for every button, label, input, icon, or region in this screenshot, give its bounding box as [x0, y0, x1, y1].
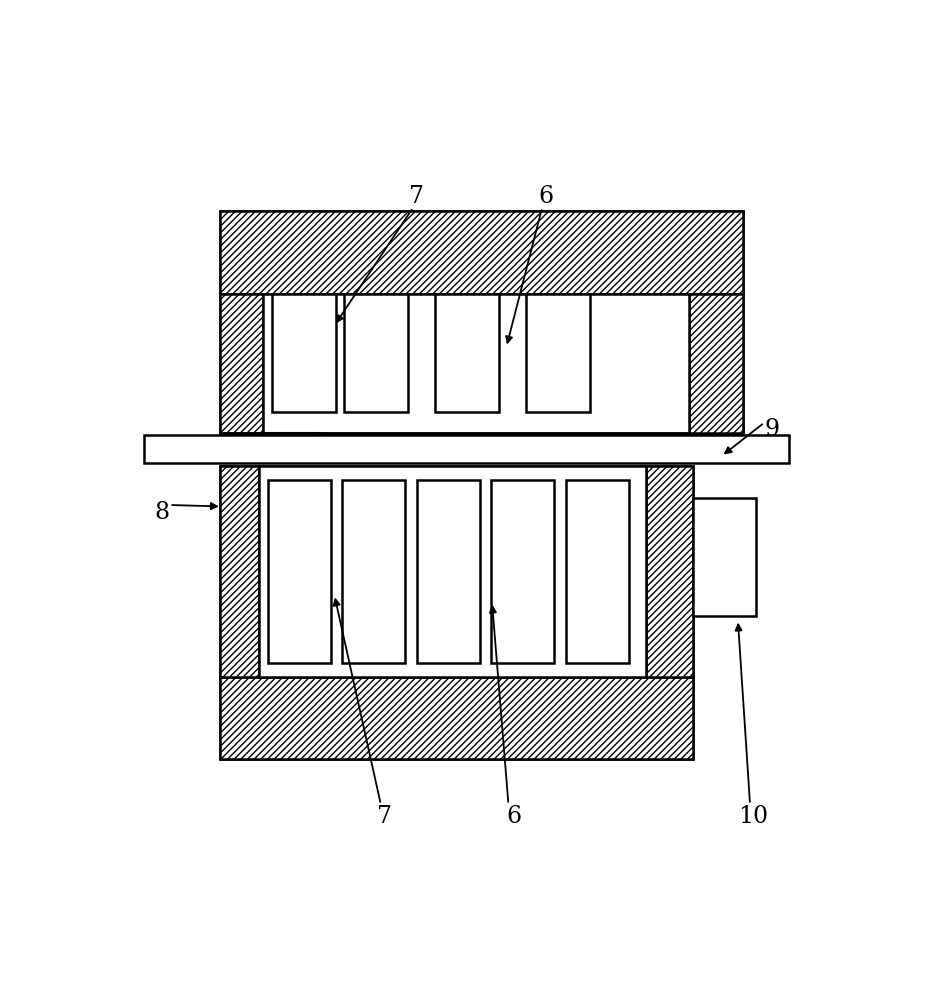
Bar [646, 466, 693, 677]
Bar [525, 294, 590, 412]
Bar [263, 433, 316, 435]
Bar [219, 211, 743, 294]
Bar [219, 677, 693, 759]
Text: 6: 6 [538, 185, 553, 208]
Bar [219, 466, 693, 759]
Text: 9: 9 [764, 418, 779, 441]
Bar [219, 466, 259, 677]
Bar [219, 294, 263, 433]
Bar [693, 498, 756, 616]
Bar [435, 294, 500, 412]
Bar [263, 433, 324, 446]
Bar [342, 480, 405, 663]
Bar [343, 294, 408, 412]
Bar [689, 294, 743, 433]
Bar [416, 480, 480, 663]
Bar [272, 294, 337, 412]
Bar [491, 480, 554, 663]
Bar [219, 211, 743, 433]
Text: 6: 6 [506, 805, 521, 828]
Text: 8: 8 [154, 501, 170, 524]
Bar [259, 466, 646, 677]
Bar [144, 435, 789, 463]
Bar [267, 480, 330, 663]
Text: 10: 10 [738, 805, 769, 828]
Bar [566, 480, 629, 663]
Text: 7: 7 [409, 185, 425, 208]
Text: 7: 7 [377, 805, 392, 828]
Bar [263, 294, 689, 433]
